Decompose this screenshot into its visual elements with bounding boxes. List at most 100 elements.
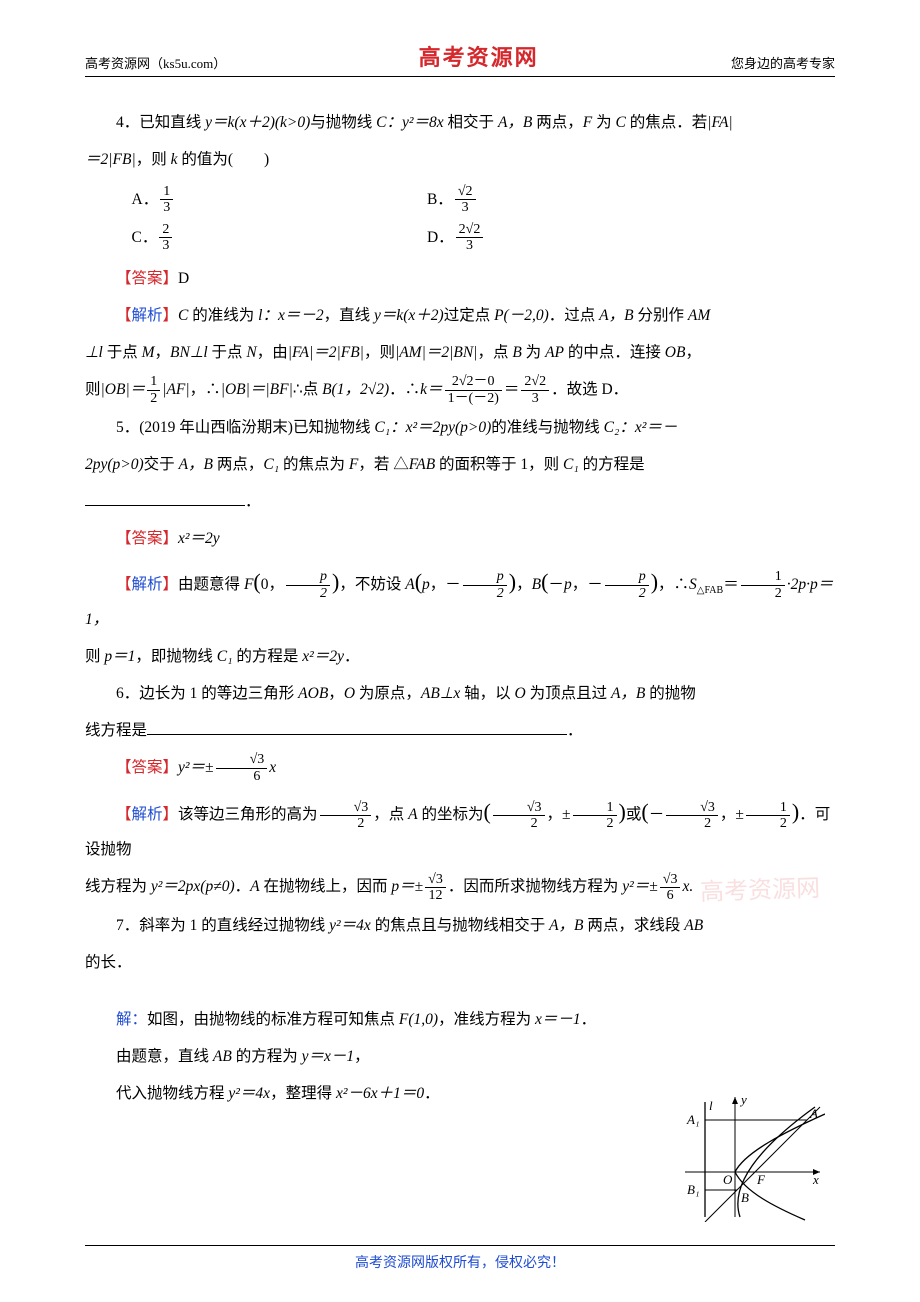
q4-optB-num: √2 [455, 184, 476, 200]
q6-e2c: ． [235, 878, 251, 895]
q6-explain: 【解析】该等边三角形的高为√32，点 A 的坐标为(√32，±12)或(－√32… [85, 790, 835, 865]
q6-ef1n: √3 [320, 800, 372, 816]
q5-fab: FAB [409, 456, 435, 473]
q4-e3k: ．故选 D． [551, 381, 628, 398]
q4-e1e: y＝k(x＋2) [374, 307, 444, 324]
q6-afn: √3 [216, 752, 268, 768]
content-body: 4．已知直线 y＝k(x＋2)(k>0)与抛物线 C：y²＝8x 相交于 A，B… [85, 107, 835, 1109]
header-right: 您身边的高考专家 [731, 53, 835, 72]
q4-optD-num: 2√2 [456, 222, 484, 238]
q4-e3b: |OB|＝ [101, 381, 146, 398]
q6-e2A: A [250, 878, 259, 895]
diagram-label-y: y [739, 1092, 747, 1107]
q4-e2q: OB [665, 344, 686, 361]
q4-e1a: C [178, 307, 188, 324]
q6-answer: 【答案】y²＝±√36x [85, 752, 835, 784]
q5-eBn: p [605, 569, 649, 585]
q6-tf: 的抛物 [645, 685, 695, 702]
q6-ec: 的坐标为 [418, 806, 484, 823]
q4-e1f: 过定点 [444, 307, 494, 324]
q4-e3d: ，∴ [190, 381, 221, 398]
q5-explain2: 则 p＝1，即抛物线 C₁ 的方程是 x²＝2y． [85, 641, 835, 672]
q5-eb: ，不妨设 [339, 576, 405, 593]
q6-ab: AB⊥x [421, 685, 460, 702]
q4-answer: 【答案】D [85, 263, 835, 294]
q6-e2a: 线方程为 [85, 878, 151, 895]
q5-ta: 已知抛物线 [293, 419, 374, 436]
q4-e2i: |FA|＝2|FB| [288, 344, 364, 361]
q5-ee: ＝ [723, 576, 739, 593]
q6-ab2: A，B [611, 685, 645, 702]
q4-e2k: |AM|＝2|BN| [395, 344, 477, 361]
q4-k: k [171, 151, 178, 168]
q6-c2n2: 1 [746, 800, 790, 816]
q4-explain3: 则|OB|＝12|AF|，∴|OB|＝|BF|∴点 B(1，2√2)．∴k＝2√… [85, 374, 835, 406]
q5-eF: F [244, 576, 253, 593]
header-center: 高考资源网 [419, 40, 539, 72]
q4-optD-den: 3 [456, 238, 484, 253]
q5-e2f: x²＝2y [302, 648, 344, 665]
q4-t1: 已知直线 [139, 114, 205, 131]
q6-ab3: x [269, 759, 276, 776]
q6-e2h: x. [682, 878, 693, 895]
q4-e3j: ＝ [504, 381, 520, 398]
q5-eS: S [689, 576, 697, 593]
q7-s3e: ． [424, 1085, 440, 1102]
q4-eq1: y＝k(x＋2)(k>0) [205, 114, 310, 131]
q4-e3g: B(1，2√2) [322, 381, 389, 398]
q4-e1c: l：x＝－2 [258, 307, 323, 324]
q7-sol-label: 解： [116, 1011, 147, 1028]
q5-eBd: 2 [605, 586, 649, 601]
q5-c1b: C₁ [263, 456, 279, 473]
q4-e3fn: 1 [147, 374, 160, 390]
q4-e2b: 于点 [103, 344, 142, 361]
q5-eAd: 2 [463, 586, 507, 601]
q7-s1a: 如图，由抛物线的标准方程可知焦点 [147, 1011, 399, 1028]
q5-pts: A，B [179, 456, 213, 473]
q7-s2c: 的方程为 [232, 1048, 302, 1065]
q4-e3a: 则 [85, 381, 101, 398]
q5-eFd: 2 [286, 586, 330, 601]
q7-s1d: x＝－1 [535, 1011, 581, 1028]
q4-e1k: AM [688, 307, 710, 324]
q6-afd: 6 [216, 769, 268, 784]
q6-ea: 该等边三角形的高为 [178, 806, 318, 823]
q6-eA: A [408, 806, 417, 823]
q5-src: (2019 年山西临汾期末) [139, 419, 293, 436]
q5-eAn: p [463, 569, 507, 585]
q6-e2f2d: 6 [660, 888, 681, 903]
q4-e1b: 的准线为 [188, 307, 258, 324]
q5-num: 5． [116, 419, 139, 436]
q4-e3f3n: 2√2 [521, 374, 549, 390]
q6-o2: O [515, 685, 526, 702]
q4-condeq: ＝2|FB| [85, 151, 136, 168]
diagram-label-x: x [812, 1172, 819, 1187]
q4-explain1: 【解析】C 的准线为 l：x＝－2，直线 y＝k(x＋2)过定点 P(－2,0)… [85, 300, 835, 331]
q4-e3f: ∴点 [293, 381, 322, 398]
q7-pts: A，B [549, 917, 583, 934]
q6-tg: 线方程是 [85, 722, 147, 739]
q5-blank: ． [85, 486, 835, 517]
q4-optB-den: 3 [455, 200, 476, 215]
q6-explain2: 线方程为 y²＝2px(p≠0)．A 在抛物线上，因而 p＝±√312．因而所求… [85, 871, 835, 903]
q5-ans-label: 【答案】 [116, 530, 178, 547]
q6-e2d: 在抛物线上，因而 [260, 878, 392, 895]
q7-s2a: 由题意，直线 [116, 1048, 213, 1065]
q4-t3: 相交于 [444, 114, 498, 131]
q6-te: 为顶点且过 [526, 685, 611, 702]
q4-curve: C：y²＝8x [376, 114, 444, 131]
diagram-label-O: O [723, 1172, 733, 1187]
q4-e3i: k＝ [420, 381, 442, 398]
q4-optA-label: A． [132, 184, 159, 215]
q4-e2d: ， [155, 344, 171, 361]
q4-optC-den: 3 [159, 238, 172, 253]
q7-stem: 7．斜率为 1 的直线经过抛物线 y²＝4x 的焦点且与抛物线相交于 A，B 两… [85, 910, 835, 941]
q4-e2l: ，点 [477, 344, 512, 361]
q7-td: 的长． [85, 954, 132, 971]
q5-c1c: C₁ [563, 456, 579, 473]
q6-stem2: 线方程是． [85, 715, 835, 746]
q6-aa: y²＝± [178, 759, 214, 776]
q5-c1: C₁：x²＝2py(p>0) [374, 419, 491, 436]
q7-s3a: 代入抛物线方程 [116, 1085, 228, 1102]
q6-ef1d: 2 [320, 816, 372, 831]
